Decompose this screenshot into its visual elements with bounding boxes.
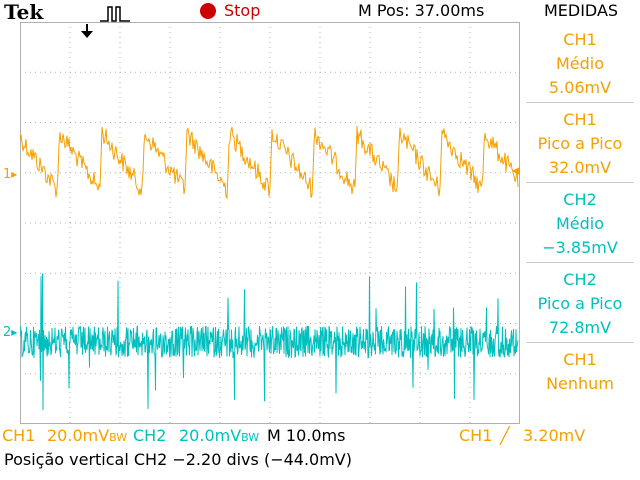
channel-status-bar: CH1 20.0mVBW CH2 20.0mVBW M 10.0ms CH1 ╱… (0, 426, 640, 448)
ch2-bandwidth-icon: BW (241, 431, 260, 444)
trigger-level: 3.20mV (523, 426, 586, 445)
measurement-channel: CH1 (563, 350, 597, 369)
ch1-label[interactable]: CH1 (2, 426, 36, 445)
ch1-scale-value: 20.0mV (47, 426, 110, 445)
measurement-separator (526, 342, 634, 343)
ch1-marker[interactable]: 1▸ (3, 167, 18, 182)
ch1-marker-label: 1 (3, 167, 12, 182)
ch1-bandwidth-icon: BW (109, 431, 128, 444)
measurement-channel: CH1 (563, 110, 597, 129)
graticule (20, 22, 520, 424)
ch1-scale: 20.0mVBW (47, 426, 127, 445)
trigger-source: CH1 (459, 426, 493, 445)
measurement-type: Médio (555, 214, 605, 233)
run-state-label[interactable]: Stop (224, 1, 261, 20)
ch2-marker[interactable]: 2▸ (3, 325, 18, 340)
measurement-value: 5.06mV (548, 78, 612, 97)
measurement-separator (526, 262, 634, 263)
ch1-waveform (20, 125, 519, 200)
trigger-position-marker (81, 24, 93, 38)
ch2-waveform (20, 273, 519, 411)
measurement-type: Nenhum (546, 374, 614, 393)
ch2-scale-value: 20.0mV (179, 426, 242, 445)
measurement-value: 72.8mV (548, 318, 612, 337)
measurements-panel: CH1 Médio 5.06mV CH1 Pico a Pico 32.0mV CH2 Méd… (520, 22, 640, 424)
horizontal-position: M Pos: 37.00ms (358, 1, 485, 20)
measurement-separator (526, 102, 634, 103)
measurement-channel: CH1 (563, 30, 597, 49)
ch2-label[interactable]: CH2 (133, 426, 167, 445)
measurement-type: Pico a Pico (537, 294, 623, 313)
waveform-display (20, 22, 520, 424)
trigger-status-icon (100, 6, 130, 22)
measurement-value: −3.85mV (542, 238, 618, 257)
ch2-scale: 20.0mVBW (179, 426, 259, 445)
ch2-marker-label: 2 (3, 325, 12, 340)
measurement-channel: CH2 (563, 270, 597, 289)
trigger-slope-icon: ╱ (500, 426, 510, 445)
measurement-type: Médio (555, 54, 605, 73)
brand-logo: Tek (4, 0, 44, 24)
ch1-trigger-level-marker (512, 167, 520, 175)
measurement-type: Pico a Pico (537, 134, 623, 153)
status-message: Posição vertical CH2 −2.20 divs (−44.0mV… (4, 450, 352, 469)
timebase: M 10.0ms (267, 426, 346, 445)
measurements-title: MEDIDAS (543, 1, 619, 20)
measurement-value: 32.0mV (548, 158, 612, 177)
measurement-separator (526, 182, 634, 183)
measurement-channel: CH2 (563, 190, 597, 209)
stop-indicator-icon (200, 3, 216, 19)
